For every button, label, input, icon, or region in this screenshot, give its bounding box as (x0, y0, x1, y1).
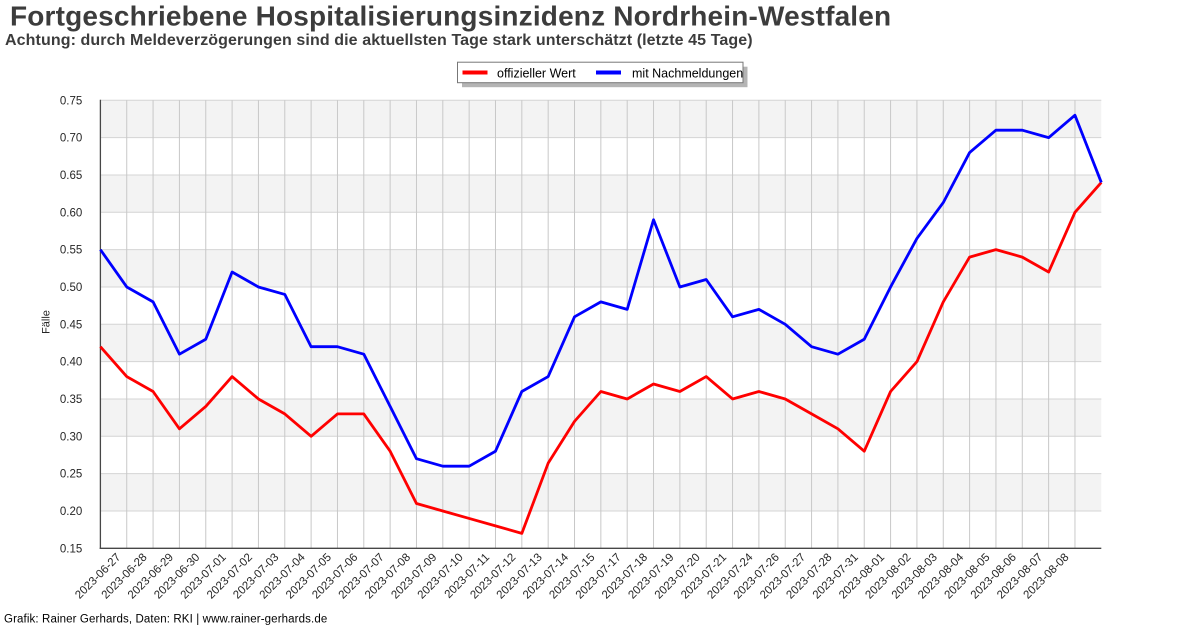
svg-text:Grafik: Rainer Gerhards, Daten: Grafik: Rainer Gerhards, Daten: RKI | ww… (4, 614, 327, 626)
svg-text:mit Nachmeldungen: mit Nachmeldungen (632, 66, 743, 80)
svg-text:0.20: 0.20 (60, 506, 82, 518)
svg-text:0.30: 0.30 (60, 431, 82, 443)
svg-text:Fälle: Fälle (41, 310, 53, 334)
svg-text:Achtung: durch Meldeverzögerun: Achtung: durch Meldeverzögerungen sind d… (5, 32, 753, 49)
svg-text:0.75: 0.75 (60, 95, 82, 107)
svg-text:0.50: 0.50 (60, 282, 82, 294)
svg-text:0.25: 0.25 (60, 469, 82, 481)
svg-text:0.45: 0.45 (60, 319, 82, 331)
svg-text:offizieller Wert: offizieller Wert (497, 66, 576, 80)
svg-text:Fortgeschriebene Hospitalisier: Fortgeschriebene Hospitalisierungsinzide… (10, 1, 891, 32)
svg-text:0.65: 0.65 (60, 170, 82, 182)
svg-text:0.55: 0.55 (60, 245, 82, 257)
svg-text:0.70: 0.70 (60, 133, 82, 145)
svg-text:0.15: 0.15 (60, 543, 82, 555)
svg-text:0.60: 0.60 (60, 207, 82, 219)
svg-text:0.40: 0.40 (60, 357, 82, 369)
svg-text:0.35: 0.35 (60, 394, 82, 406)
